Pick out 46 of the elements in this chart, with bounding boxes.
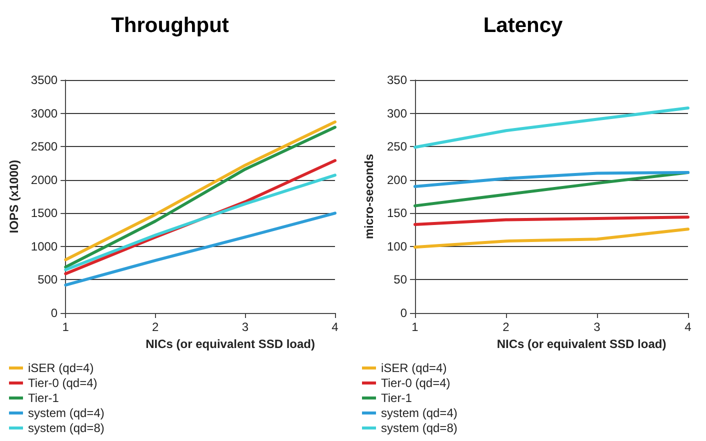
line-series xyxy=(414,228,690,249)
y-tick-label: 3000 xyxy=(30,106,58,120)
x-tick-label: 3 xyxy=(242,320,249,334)
line-series xyxy=(414,171,690,188)
x-tick-label: 4 xyxy=(332,320,339,334)
y-tick-label: 2500 xyxy=(30,140,58,154)
y-tick-label: 500 xyxy=(38,272,58,287)
y-tick-label: 300 xyxy=(386,106,408,120)
line-series xyxy=(64,212,336,287)
x-tick-label: 2 xyxy=(152,320,160,334)
x-tick-label: 1 xyxy=(62,320,70,334)
y-axis-title: IOPS (x1000) xyxy=(7,160,21,234)
legend-label: Tier-0 (qd=4) xyxy=(28,376,98,390)
x-tick-label: 3 xyxy=(594,320,601,334)
y-tick-label: 1000 xyxy=(30,239,58,254)
y-tick-label: 100 xyxy=(386,239,408,254)
y-tick-label: 200 xyxy=(386,172,408,187)
legend-label: iSER (qd=4) xyxy=(381,361,447,375)
y-tick-label: 0 xyxy=(50,306,58,320)
legend-label: Tier-0 (qd=4) xyxy=(381,376,450,390)
x-tick-label: 4 xyxy=(684,320,692,334)
line-series xyxy=(414,216,690,226)
y-tick-label: 350 xyxy=(386,73,408,87)
y-tick-label: 3500 xyxy=(30,73,58,87)
y-tick-label: 150 xyxy=(386,206,408,220)
legend-label: Tier-1 xyxy=(28,391,60,405)
legend-label: system (qd=8) xyxy=(28,421,104,435)
legend-label: Tier-1 xyxy=(381,391,412,405)
legend-label: system (qd=4) xyxy=(28,406,104,420)
legend-label: system (qd=4) xyxy=(381,406,458,420)
x-axis-title: NICs (or equivalent SSD load) xyxy=(496,336,666,351)
line-series xyxy=(64,174,336,272)
line-series xyxy=(414,106,690,149)
legend-label: system (qd=8) xyxy=(381,421,458,435)
chart-title: Latency xyxy=(483,14,563,37)
y-tick-label: 50 xyxy=(394,272,408,287)
x-axis-title: NICs (or equivalent SSD load) xyxy=(146,336,315,351)
y-tick-label: 0 xyxy=(400,306,408,320)
y-axis-title: micro-seconds xyxy=(362,153,376,240)
y-tick-label: 2000 xyxy=(30,172,58,187)
legend-label: iSER (qd=4) xyxy=(28,361,94,375)
x-tick-label: 1 xyxy=(412,320,419,334)
x-tick-label: 2 xyxy=(502,320,510,334)
y-tick-label: 250 xyxy=(386,140,408,154)
chart-title: Throughput xyxy=(111,14,229,37)
y-tick-label: 1500 xyxy=(30,206,58,220)
